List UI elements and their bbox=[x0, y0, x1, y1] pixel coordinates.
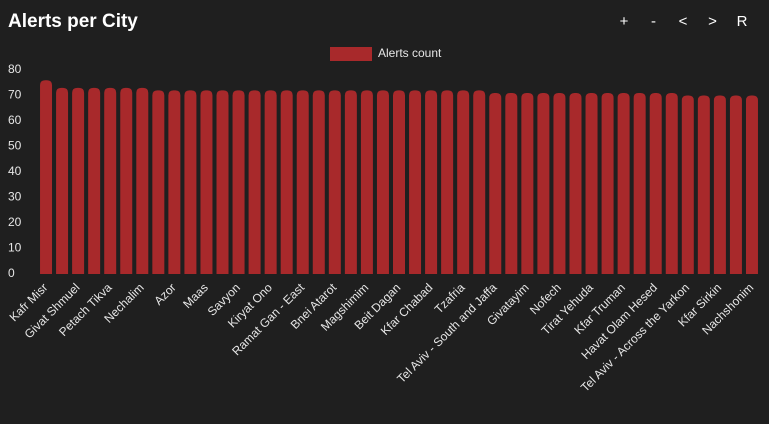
bar bbox=[104, 87, 117, 274]
bar bbox=[360, 90, 373, 275]
y-tick-label: 30 bbox=[8, 190, 22, 204]
bar bbox=[56, 87, 69, 274]
chart-title: Alerts per City bbox=[8, 11, 138, 32]
bar bbox=[569, 92, 582, 274]
bar bbox=[745, 95, 758, 274]
bar bbox=[457, 90, 470, 275]
bar bbox=[633, 92, 646, 274]
y-tick-label: 0 bbox=[8, 266, 15, 280]
bar bbox=[585, 92, 598, 274]
bar bbox=[184, 90, 197, 275]
bar bbox=[553, 92, 566, 274]
y-tick-label: 20 bbox=[8, 215, 22, 229]
bar bbox=[88, 87, 101, 274]
bar bbox=[649, 92, 662, 274]
bar bbox=[665, 92, 678, 274]
toolbar-button[interactable]: > bbox=[708, 13, 717, 30]
x-tick-label: Azor bbox=[151, 280, 178, 307]
y-tick-label: 60 bbox=[8, 113, 22, 127]
bar bbox=[376, 90, 389, 275]
bar bbox=[681, 95, 694, 274]
bar bbox=[120, 87, 133, 274]
bar bbox=[521, 92, 534, 274]
bar bbox=[296, 90, 309, 275]
bar bbox=[601, 92, 614, 274]
bar bbox=[344, 90, 357, 275]
bar bbox=[40, 80, 53, 274]
bar bbox=[328, 90, 341, 275]
bar bbox=[713, 95, 726, 274]
legend-label: Alerts count bbox=[378, 46, 442, 60]
bar bbox=[425, 90, 438, 275]
bar bbox=[72, 87, 85, 274]
y-tick-label: 10 bbox=[8, 241, 22, 255]
bar bbox=[473, 90, 486, 275]
bar bbox=[264, 90, 277, 275]
toolbar-button[interactable]: < bbox=[679, 13, 688, 30]
y-tick-label: 40 bbox=[8, 164, 22, 178]
bar bbox=[168, 90, 181, 275]
bar bbox=[409, 90, 422, 275]
bar bbox=[441, 90, 454, 275]
bar bbox=[152, 90, 165, 275]
bar bbox=[200, 90, 213, 275]
bar bbox=[136, 87, 149, 274]
bar bbox=[312, 90, 325, 275]
bar bbox=[489, 92, 502, 274]
y-tick-label: 80 bbox=[8, 62, 22, 76]
bar bbox=[216, 90, 229, 275]
toolbar-button[interactable]: - bbox=[651, 13, 656, 30]
bar bbox=[280, 90, 293, 275]
y-tick-label: 50 bbox=[8, 139, 22, 153]
bar bbox=[232, 90, 245, 275]
bar bbox=[729, 95, 742, 274]
toolbar-button[interactable]: + bbox=[620, 13, 629, 30]
y-tick-label: 70 bbox=[8, 88, 22, 102]
legend-swatch bbox=[330, 47, 372, 61]
bar bbox=[537, 92, 550, 274]
toolbar-button[interactable]: R bbox=[737, 13, 748, 30]
bar bbox=[248, 90, 261, 275]
bar bbox=[617, 92, 630, 274]
bar bbox=[697, 95, 710, 274]
bar bbox=[505, 92, 518, 274]
bar bbox=[393, 90, 405, 275]
